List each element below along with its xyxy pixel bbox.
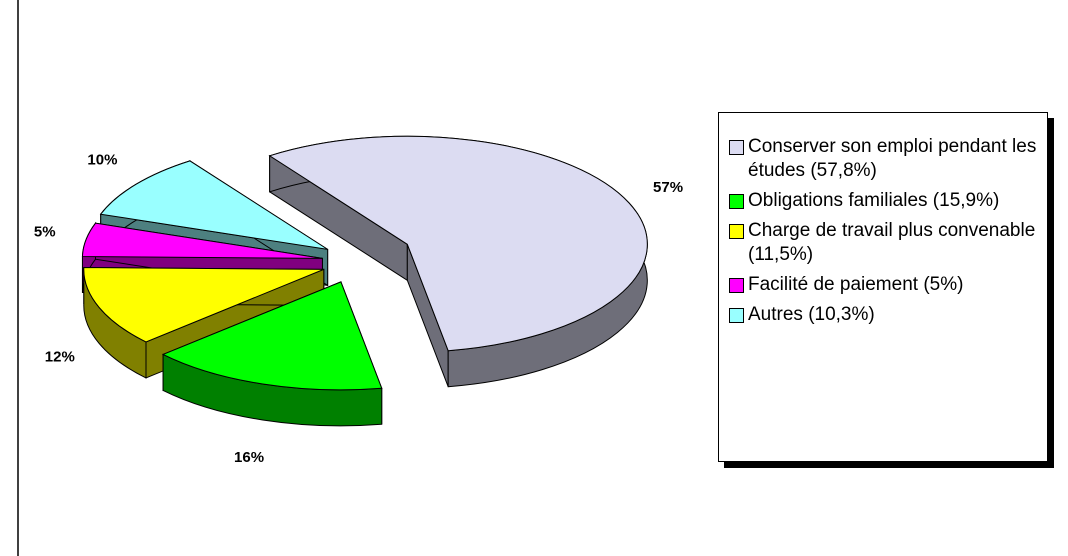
data-label: 12%	[45, 348, 75, 365]
data-label: 57%	[653, 179, 683, 196]
slice	[99, 160, 328, 250]
legend: Conserver son emploi pendant les études …	[718, 112, 1048, 462]
slice	[161, 281, 383, 427]
legend-label: Facilité de paiement (5%)	[748, 274, 964, 295]
legend-label: Autres (10,3%)	[748, 304, 875, 325]
legend-swatch	[729, 308, 744, 323]
slice	[268, 135, 648, 352]
legend-swatch	[729, 194, 744, 209]
legend-swatch	[729, 224, 744, 239]
legend-swatch	[729, 140, 744, 155]
legend-label: Charge de travail plus convenable (11,5%…	[748, 220, 1036, 265]
legend-swatch	[729, 278, 744, 293]
legend-entry: Charge de travail plus convenable (11,5%…	[729, 219, 1047, 267]
slice	[83, 267, 324, 343]
legend-entry: Facilité de paiement (5%)	[729, 273, 1047, 297]
slice	[161, 281, 383, 391]
legend-entry: Conserver son emploi pendant les études …	[729, 135, 1047, 183]
legend-label: Obligations familiales (15,9%)	[748, 190, 1000, 211]
legend-entry: Obligations familiales (15,9%)	[729, 189, 1047, 213]
slice	[268, 135, 648, 388]
data-label: 5%	[34, 224, 56, 241]
data-label: 16%	[234, 449, 264, 466]
legend-label: Conserver son emploi pendant les études …	[748, 136, 1037, 181]
slice	[81, 222, 323, 259]
data-label: 10%	[87, 151, 117, 168]
legend-entry: Autres (10,3%)	[729, 303, 1047, 327]
